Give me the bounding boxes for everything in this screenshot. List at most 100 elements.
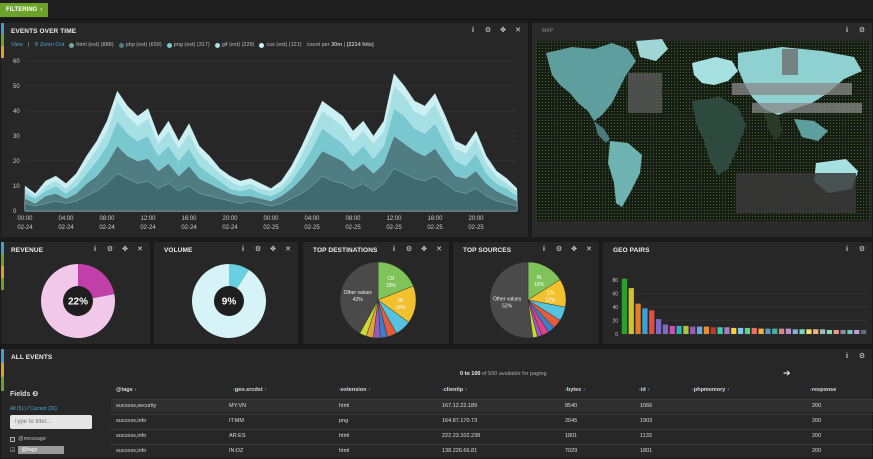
pie-slice[interactable] [78,264,115,299]
bar[interactable] [696,326,703,334]
legend-item-gif[interactable]: gif (ext) (229) [214,42,254,48]
column-header[interactable]: ‹bytes › [563,387,585,393]
map-india[interactable] [764,111,782,141]
bar[interactable] [724,327,730,334]
table-row[interactable]: success,info IN:DZ html 138.226.66.81 7029 18… [111,444,873,457]
close-icon[interactable]: ✕ [586,246,592,253]
gear-icon[interactable]: ⚙ [484,27,492,34]
bar[interactable] [655,319,662,334]
bar[interactable] [683,325,689,334]
gear-icon[interactable]: ⚙ [858,27,866,34]
gear-icon[interactable]: ⚙ [555,246,563,253]
bar[interactable] [840,329,846,334]
info-icon[interactable]: i [543,246,545,253]
bar[interactable] [860,329,867,334]
bar[interactable] [833,329,839,334]
legend-item-css[interactable]: css (ext) (121) [259,42,302,48]
move-icon[interactable]: ✥ [122,246,128,253]
legend-item-html[interactable]: html (ext) (888) [69,42,114,48]
bar[interactable] [717,327,723,334]
bar[interactable] [642,308,648,334]
move-icon[interactable]: ✥ [421,246,427,253]
bar[interactable] [621,278,628,334]
geo-pairs-bar-chart[interactable]: 0 20 40 60 80 [603,242,873,345]
bar[interactable] [799,329,805,334]
table-row[interactable]: success,info AR:ES html 222.23.102.238 1801 1… [111,429,873,442]
map-africa[interactable] [692,97,746,175]
bar[interactable] [758,328,764,334]
field-checkbox[interactable] [10,436,15,442]
column-header[interactable]: ‹geo.srcdst › [231,387,267,393]
map-north-america[interactable] [546,43,636,121]
close-icon[interactable]: ✕ [515,27,521,34]
map-central-america[interactable] [594,121,610,143]
bar[interactable] [785,328,792,334]
column-header[interactable]: ‹id › [637,387,650,393]
column-header[interactable]: ‹extension › [337,387,370,393]
checkmark-icon[interactable]: ☑ [10,447,16,454]
move-icon[interactable]: ✥ [571,246,577,253]
view-link[interactable]: View [11,42,23,48]
close-icon[interactable]: ✕ [436,246,442,253]
move-icon[interactable]: ✥ [270,246,276,253]
info-icon[interactable]: i [846,27,848,34]
world-map[interactable] [532,23,873,238]
field-item-tags[interactable]: ☑ @tags [10,446,65,454]
bar[interactable] [737,327,744,334]
next-page-arrow-icon[interactable]: ➔ [783,368,791,378]
pie-slice[interactable] [339,261,379,334]
gear-icon[interactable]: ⚙ [106,246,114,253]
bar[interactable] [649,310,655,334]
info-icon[interactable]: i [393,246,395,253]
pie-slice[interactable] [489,261,533,339]
bar[interactable] [669,325,675,334]
bar[interactable] [690,326,696,334]
pie-slice[interactable] [229,264,249,289]
bar[interactable] [751,327,757,334]
fields-help-icon[interactable]: ❷ [32,391,39,398]
bar[interactable] [819,329,826,334]
bar[interactable] [676,325,682,334]
bar[interactable] [778,328,785,334]
info-icon[interactable]: i [472,27,474,34]
bar[interactable] [703,326,710,334]
info-icon[interactable]: i [94,246,96,253]
map-russia-asia[interactable] [738,47,862,115]
legend-item-php[interactable]: php (ext) (659) [118,42,162,48]
column-header[interactable]: ‹clientip › [440,387,467,393]
gear-icon[interactable]: ⚙ [405,246,413,253]
map-southeast-asia[interactable] [794,119,828,141]
bar[interactable] [772,328,778,334]
bar[interactable] [635,303,641,334]
map-europe[interactable] [692,57,738,85]
info-icon[interactable]: i [846,246,848,253]
pie-slice[interactable] [40,264,115,338]
current-fields-link[interactable]: Current (26) [30,406,57,412]
bar[interactable] [662,324,669,334]
field-item-message[interactable]: @message [10,436,46,442]
pie-slice[interactable] [192,264,266,338]
legend-item-png[interactable]: png (ext) (317) [166,42,210,48]
bar[interactable] [765,328,771,334]
bar[interactable] [854,329,860,334]
bar[interactable] [826,329,833,334]
field-filter-input[interactable] [10,415,92,429]
bar[interactable] [744,327,751,334]
gear-icon[interactable]: ⚙ [254,246,262,253]
pie-slice[interactable] [377,261,414,301]
table-row[interactable]: success,security MY:VN html 167.12.22.189 85… [111,399,873,412]
events-area-chart[interactable]: 0 10 20 30 40 50 60 00:00 02-24 04:00 02-24 08:00 02… [1,23,529,238]
column-header[interactable]: ‹response [808,387,836,393]
gear-icon[interactable]: ⚙ [858,353,866,360]
bar[interactable] [792,329,798,334]
series-area[interactable] [24,168,518,212]
all-fields-link[interactable]: All (51) [10,406,26,412]
bar[interactable] [731,327,737,334]
bar[interactable] [628,288,634,334]
close-icon[interactable]: ✕ [285,246,291,253]
bar[interactable] [813,329,819,334]
map-south-america[interactable] [608,141,642,207]
zoom-out-link[interactable]: ⚲ Zoom Out [34,42,65,48]
